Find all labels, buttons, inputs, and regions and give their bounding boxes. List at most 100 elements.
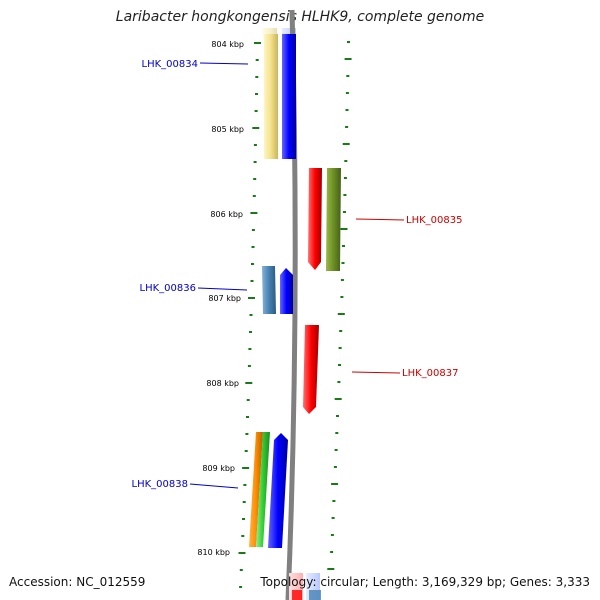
minor-tick	[251, 229, 255, 231]
minor-tick	[248, 348, 252, 350]
minor-tick	[345, 92, 349, 94]
major-tick	[252, 127, 260, 129]
scale-label: 804 kbp	[211, 40, 244, 49]
scale-label: 806 kbp	[210, 210, 243, 219]
gene-label-lhk00835[interactable]: LHK_00835	[406, 215, 462, 226]
minor-tick	[345, 126, 349, 128]
minor-tick	[333, 466, 337, 468]
minor-tick	[247, 365, 251, 367]
label-leader-lhk00834	[199, 62, 249, 65]
minor-tick	[338, 347, 342, 349]
gene-lhk00838-green[interactable]	[256, 432, 270, 547]
gene-label-lhk00837[interactable]: LHK_00837	[402, 368, 458, 379]
minor-tick	[343, 211, 346, 213]
major-tick	[238, 552, 246, 554]
minor-tick	[341, 262, 345, 264]
outer-tick-ruler	[327, 41, 352, 570]
scale-label: 807 kbp	[208, 294, 241, 303]
gene-lhk00834-cds[interactable]	[282, 34, 296, 159]
label-leader-lhk00837	[351, 371, 401, 374]
minor-tick	[334, 449, 338, 451]
major-tick	[327, 568, 335, 570]
minor-tick	[244, 450, 248, 452]
major-tick	[245, 382, 253, 384]
major-tick	[334, 398, 342, 400]
major-tick	[254, 42, 261, 44]
minor-tick	[338, 364, 341, 366]
gene-lhk00836-cds[interactable]	[280, 268, 293, 314]
gene-fragment-bottom-red-solid	[292, 590, 302, 600]
major-tick	[250, 212, 258, 214]
minor-tick	[330, 534, 334, 536]
gene-lhk00835-cds[interactable]	[308, 168, 322, 270]
major-tick	[344, 58, 352, 60]
minor-tick	[255, 59, 259, 61]
gene-fragment-top-blue	[282, 28, 296, 38]
minor-tick	[246, 416, 249, 418]
gene-lhk00836-block[interactable]	[262, 266, 276, 314]
gene-lhk00838-cds[interactable]	[268, 433, 288, 548]
minor-tick	[249, 331, 252, 333]
minor-tick	[251, 246, 255, 248]
minor-tick	[249, 314, 253, 316]
minor-tick	[346, 75, 350, 77]
minor-tick	[253, 144, 257, 146]
minor-tick	[246, 399, 250, 401]
scale-label: 808 kbp	[206, 379, 239, 388]
minor-tick	[252, 195, 256, 197]
minor-tick	[253, 161, 257, 163]
minor-tick	[254, 110, 258, 112]
minor-tick	[332, 500, 336, 502]
scale-label: 809 kbp	[202, 464, 235, 473]
minor-tick	[343, 194, 347, 196]
inner-tick-ruler	[238, 42, 261, 588]
minor-tick	[337, 381, 341, 383]
minor-tick	[242, 501, 246, 503]
gene-fragment-bottom-steelblue	[309, 590, 321, 600]
minor-tick	[239, 569, 243, 571]
minor-tick	[331, 517, 335, 519]
minor-tick	[330, 551, 334, 553]
gene-lhk00837-cds[interactable]	[303, 325, 319, 414]
minor-tick	[253, 178, 257, 180]
gene-label-lhk00834[interactable]: LHK_00834	[142, 59, 198, 70]
label-leader-lhk00836	[197, 287, 248, 291]
minor-tick	[345, 109, 349, 111]
minor-tick	[250, 280, 254, 282]
major-tick	[248, 297, 255, 299]
minor-tick	[239, 586, 243, 588]
major-tick	[337, 313, 345, 315]
major-tick	[342, 143, 350, 145]
map-title: Laribacter hongkongensis HLHK9, complete…	[115, 9, 485, 25]
minor-tick	[347, 41, 350, 43]
accession-text: Accession: NC_012559	[9, 575, 146, 589]
major-tick	[331, 483, 339, 485]
gene-label-lhk00838[interactable]: LHK_00838	[132, 479, 188, 490]
minor-tick	[335, 432, 339, 434]
gene-lhk00834-block[interactable]	[264, 34, 278, 159]
minor-tick	[342, 245, 345, 247]
scale-label: 805 kbp	[211, 125, 244, 134]
minor-tick	[241, 535, 245, 537]
minor-tick	[344, 160, 348, 162]
gene-lhk00838-orange[interactable]	[249, 432, 263, 547]
minor-tick	[255, 93, 258, 95]
major-tick	[242, 467, 250, 469]
minor-tick	[340, 296, 344, 298]
gene-fragment-top-yellow	[263, 28, 277, 38]
minor-tick	[243, 484, 247, 486]
minor-tick	[340, 279, 344, 281]
minor-tick	[336, 415, 339, 417]
minor-tick	[339, 330, 343, 332]
minor-tick	[245, 433, 249, 435]
label-leader-lhk00838	[189, 483, 239, 489]
minor-tick	[251, 263, 254, 265]
gene-label-lhk00836[interactable]: LHK_00836	[140, 283, 196, 294]
scale-label: 810 kbp	[197, 548, 230, 557]
minor-tick	[242, 518, 245, 520]
gene-lhk00835-block[interactable]	[326, 168, 341, 271]
minor-tick	[255, 76, 259, 78]
genome-summary-text: Topology: circular; Length: 3,169,329 bp…	[260, 575, 590, 589]
